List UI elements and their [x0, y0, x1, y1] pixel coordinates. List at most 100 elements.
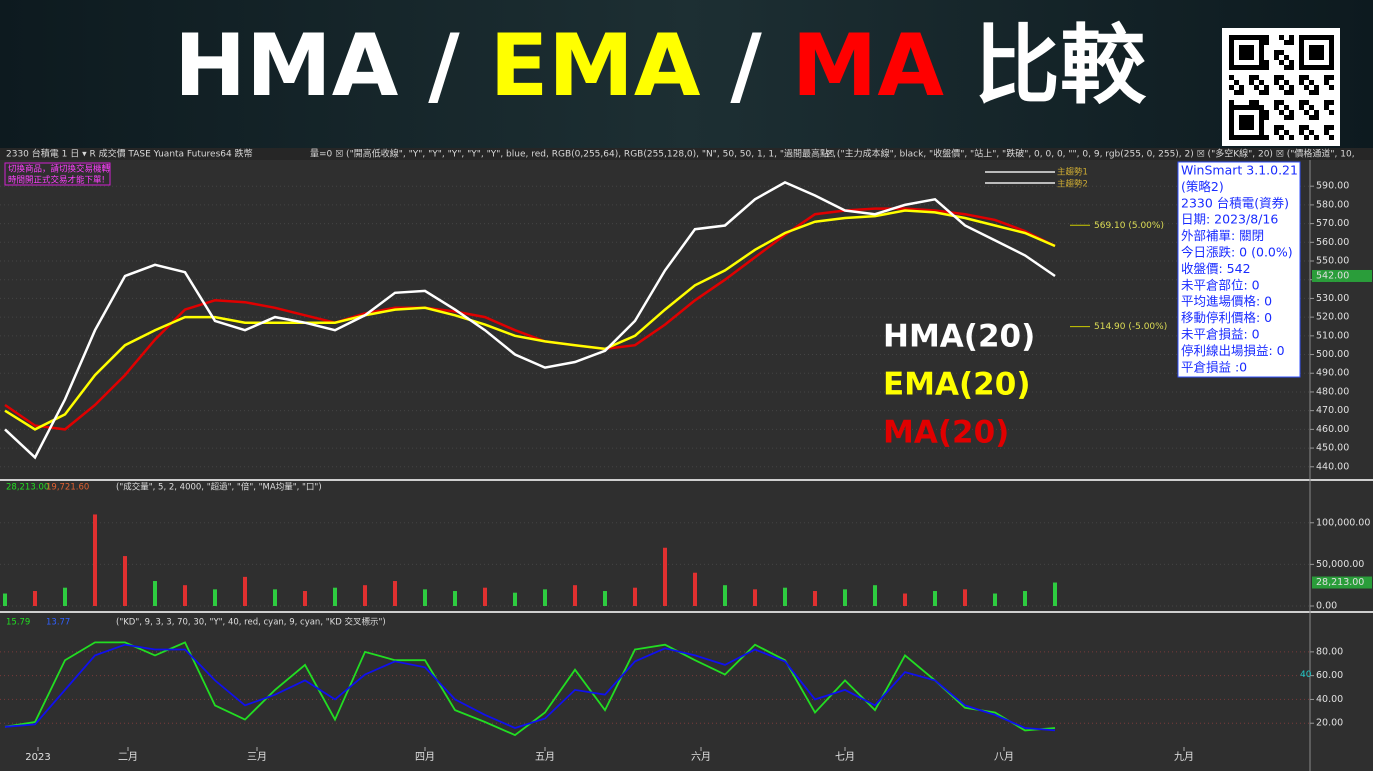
- volume-bar: [663, 547, 667, 606]
- price-tag-label: 542.00: [1316, 270, 1349, 281]
- qr-cell: [1249, 50, 1254, 55]
- info-line: 日期: 2023/8/16: [1181, 212, 1278, 227]
- qr-cell: [1284, 90, 1289, 95]
- qr-cell: [1274, 100, 1279, 105]
- qr-cell: [1264, 85, 1269, 90]
- banner: [0, 0, 1373, 148]
- qr-cell: [1229, 125, 1234, 130]
- y-tick-label: 560.00: [1316, 237, 1349, 248]
- qr-cell: [1304, 135, 1309, 140]
- qr-cell: [1324, 80, 1329, 85]
- qr-cell: [1284, 65, 1289, 70]
- qr-cell: [1259, 50, 1264, 55]
- volume-bar: [693, 572, 697, 606]
- qr-cell: [1229, 65, 1234, 70]
- info-line: 未平倉損益: 0: [1181, 327, 1260, 342]
- qr-cell: [1314, 115, 1319, 120]
- toolbar-formula: 量=0 ☒ ("開高低收線", "Y", "Y", "Y", "Y", "Y",…: [310, 148, 836, 160]
- qr-cell: [1259, 35, 1264, 40]
- qr-cell: [1279, 125, 1284, 130]
- qr-cell: [1234, 35, 1239, 40]
- qr-cell: [1279, 35, 1284, 40]
- y-tick-label: 0.00: [1316, 601, 1337, 612]
- toolbar-left: 2330 台積電 1 日 ▾ R 成交價 TASE Yuanta Futures…: [6, 148, 253, 160]
- qr-cell: [1329, 45, 1334, 50]
- qr-cell: [1274, 125, 1279, 130]
- qr-cell: [1309, 90, 1314, 95]
- volume-bar: [843, 589, 847, 606]
- qr-cell: [1244, 105, 1249, 110]
- qr-cell: [1264, 60, 1269, 65]
- qr-cell: [1259, 120, 1264, 125]
- qr-cell: [1279, 85, 1284, 90]
- x-tick-label: 五月: [535, 751, 555, 763]
- info-line: 平均進場價格: 0: [1181, 294, 1272, 309]
- y-tick-label: 520.00: [1316, 312, 1349, 323]
- qr-cell: [1304, 110, 1309, 115]
- title: HMA / EMA / MA 比較: [174, 16, 1147, 116]
- qr-cell: [1229, 130, 1234, 135]
- qr-cell: [1229, 60, 1234, 65]
- volume-bar: [723, 585, 727, 606]
- qr-cell: [1299, 45, 1304, 50]
- qr-cell: [1244, 120, 1249, 125]
- info-line: 停利線出場損益: 0: [1181, 343, 1285, 358]
- qr-cell: [1314, 55, 1319, 60]
- info-box: [1177, 161, 1301, 378]
- qr-cell: [1234, 90, 1239, 95]
- qr-cell: [1279, 60, 1284, 65]
- qr-cell: [1239, 90, 1244, 95]
- qr-cell: [1239, 45, 1244, 50]
- qr-cell: [1304, 65, 1309, 70]
- qr-cell: [1274, 80, 1279, 85]
- qr-cell: [1259, 115, 1264, 120]
- y-tick-label: 440.00: [1316, 461, 1349, 472]
- qr-cell: [1259, 80, 1264, 85]
- qr-cell: [1239, 115, 1244, 120]
- volume-bar: [393, 581, 397, 606]
- volume-bar: [483, 587, 487, 606]
- qr-cell: [1314, 85, 1319, 90]
- qr-cell: [1309, 50, 1314, 55]
- qr-cell: [1299, 65, 1304, 70]
- qr-cell: [1229, 105, 1234, 110]
- info-line: (策略2): [1181, 179, 1224, 194]
- x-tick-label: 二月: [118, 751, 138, 763]
- title-part: MA: [792, 16, 945, 116]
- volume-bar: [993, 593, 997, 606]
- volume-bar: [63, 587, 67, 606]
- panel-header: 28,213.00: [6, 483, 49, 493]
- y-tick-label: 510.00: [1316, 330, 1349, 341]
- qr-cell: [1329, 40, 1334, 45]
- y-tick-label: 470.00: [1316, 405, 1349, 416]
- qr-cell: [1324, 75, 1329, 80]
- qr-cell: [1324, 35, 1329, 40]
- qr-cell: [1244, 45, 1249, 50]
- title-part: HMA /: [174, 16, 489, 116]
- y-tick-label: 580.00: [1316, 199, 1349, 210]
- qr-cell: [1309, 105, 1314, 110]
- qr-cell: [1259, 55, 1264, 60]
- toolbar: [0, 148, 1373, 160]
- qr-cell: [1284, 40, 1289, 45]
- volume-bar: [873, 585, 877, 606]
- qr-cell: [1329, 135, 1334, 140]
- qr-cell: [1249, 115, 1254, 120]
- y-tick-label: 570.00: [1316, 218, 1349, 229]
- y-tick-label: 40.00: [1316, 694, 1343, 705]
- qr-cell: [1244, 125, 1249, 130]
- volume-bar: [1053, 582, 1057, 606]
- volume-bar: [513, 592, 517, 606]
- info-line: 未平倉部位: 0: [1181, 277, 1260, 292]
- qr-cell: [1314, 110, 1319, 115]
- qr-cell: [1309, 45, 1314, 50]
- qr-cell: [1279, 110, 1284, 115]
- qr-cell: [1239, 85, 1244, 90]
- title-part: EMA: [490, 16, 701, 116]
- info-line: 收盤價: 542: [1181, 261, 1251, 276]
- panel-header: 13.77: [46, 618, 70, 628]
- qr-cell: [1264, 90, 1269, 95]
- qr-cell: [1264, 40, 1269, 45]
- qr-cell: [1254, 105, 1259, 110]
- series-line: [4, 207, 1056, 431]
